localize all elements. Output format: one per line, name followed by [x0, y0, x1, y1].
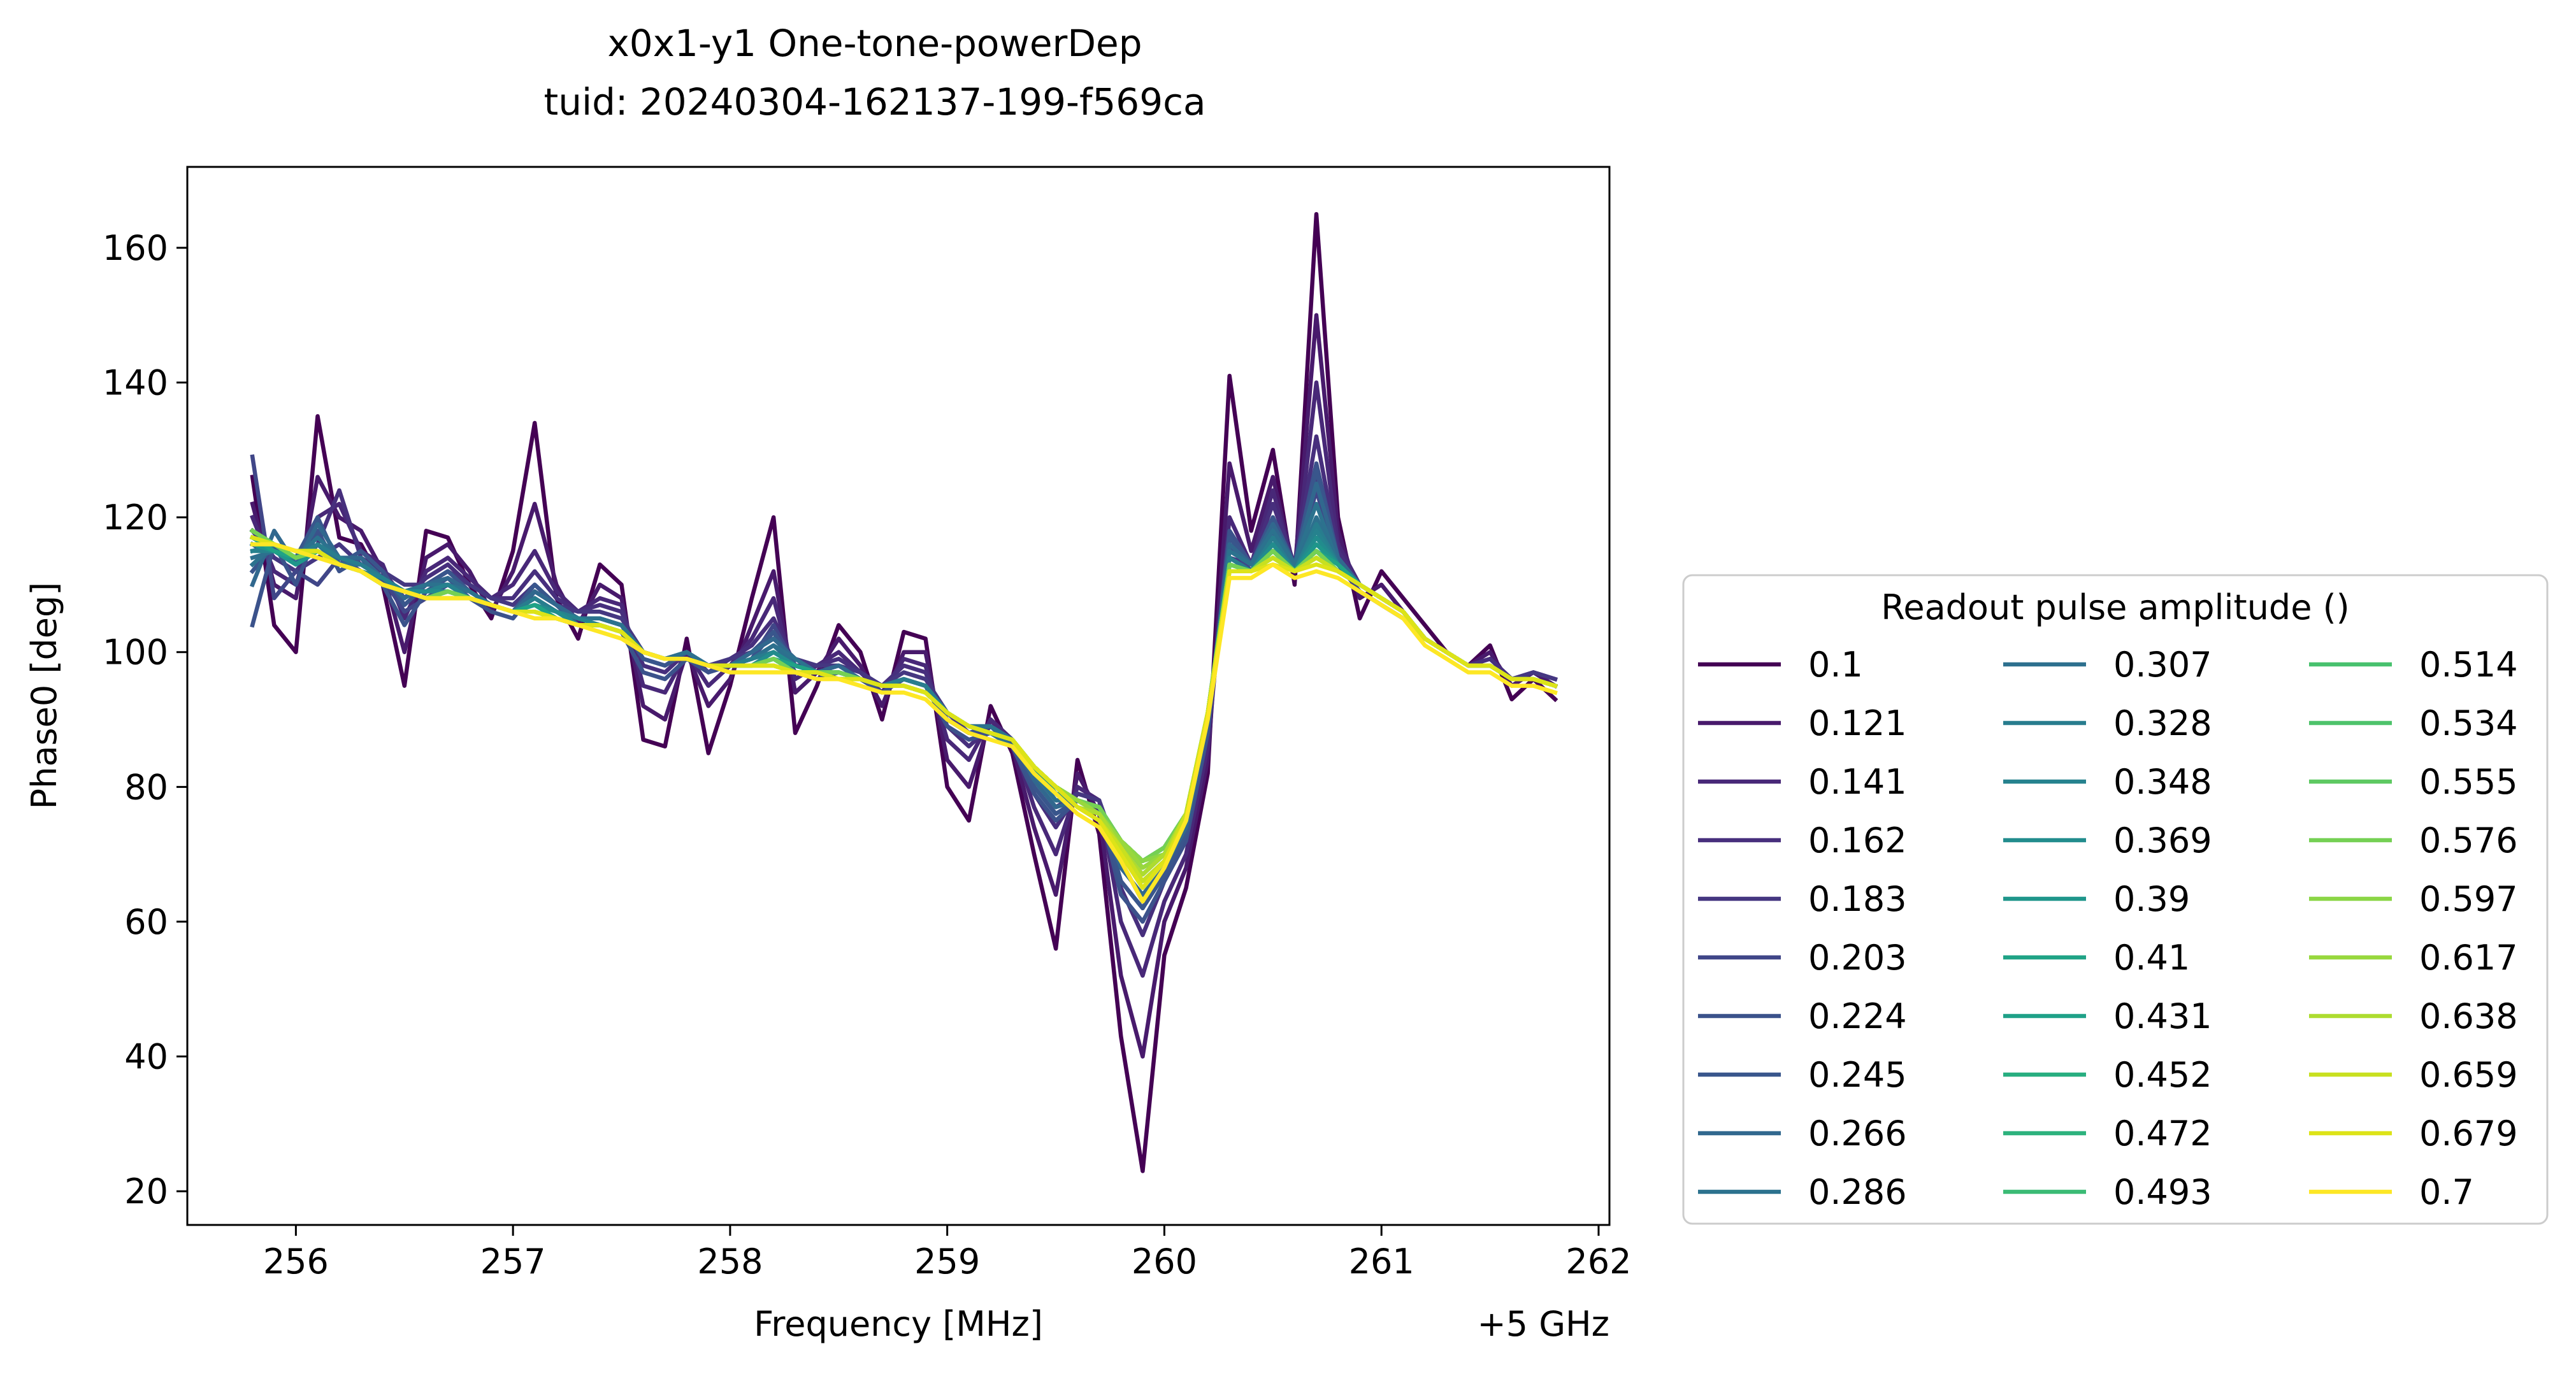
legend-label: 0.431 [2113, 996, 2212, 1036]
legend-entries: 0.1 0.121 0.141 0.162 0.183 0.203 0.224 0.245 0.… [1698, 645, 2518, 1212]
chart-title-line-1: x0x1-y1 One-tone-powerDep [607, 22, 1142, 65]
x-tick-label: 262 [1565, 1242, 1631, 1282]
legend-label: 0.266 [1808, 1113, 1907, 1154]
plot-area [249, 211, 1558, 1173]
legend-label: 0.224 [1808, 996, 1907, 1036]
legend-label: 0.597 [2419, 879, 2518, 919]
legend-label: 0.679 [2419, 1113, 2518, 1154]
legend-label: 0.555 [2419, 762, 2518, 802]
y-tick-label: 120 [103, 497, 168, 538]
legend-label: 0.328 [2113, 703, 2212, 743]
legend-label: 0.369 [2113, 820, 2212, 861]
legend-label: 0.183 [1808, 879, 1907, 919]
legend-title: Readout pulse amplitude () [1881, 587, 2350, 627]
x-tick-label: 259 [914, 1242, 980, 1282]
legend-label: 0.348 [2113, 762, 2212, 802]
legend-label: 0.41 [2113, 938, 2190, 978]
y-axis-label: Phase0 [deg] [24, 582, 64, 810]
x-tick-label: 260 [1132, 1242, 1197, 1282]
x-axis: 256 257 258 259 260 261 262 [263, 1225, 1632, 1282]
legend-label: 0.452 [2113, 1055, 2212, 1095]
legend-frame [1682, 574, 2549, 1225]
x-tick-label: 261 [1349, 1242, 1414, 1282]
legend-label: 0.39 [2113, 879, 2190, 919]
legend-label: 0.141 [1808, 762, 1907, 802]
y-tick-label: 100 [103, 633, 168, 673]
legend-label: 0.638 [2419, 996, 2518, 1036]
x-axis-offset-label: +5 GHz [1477, 1304, 1609, 1344]
y-axis: 20 40 60 80 100 120 140 160 [103, 228, 187, 1212]
y-tick-label: 80 [124, 767, 168, 807]
legend-label: 0.307 [2113, 645, 2212, 685]
legend-label: 0.245 [1808, 1055, 1907, 1095]
y-tick-label: 40 [124, 1037, 168, 1077]
x-tick-label: 258 [697, 1242, 763, 1282]
y-tick-label: 140 [103, 363, 168, 403]
legend-label: 0.162 [1808, 820, 1907, 861]
y-tick-label: 160 [103, 228, 168, 268]
legend-label: 0.1 [1808, 645, 1863, 685]
x-tick-label: 256 [263, 1242, 329, 1282]
legend-label: 0.617 [2419, 938, 2518, 978]
legend-label: 0.286 [1808, 1172, 1907, 1212]
plot-frame [186, 166, 1611, 1226]
x-axis-label: Frequency [MHz] [754, 1304, 1043, 1344]
series-line-0.7 [250, 542, 1558, 904]
legend-label: 0.7 [2419, 1172, 2474, 1212]
y-tick-label: 20 [124, 1171, 168, 1212]
y-tick-label: 60 [124, 902, 168, 942]
legend: Readout pulse amplitude () 0.1 0.121 0.141… [1682, 574, 2549, 1225]
legend-label: 0.534 [2419, 703, 2518, 743]
legend-label: 0.659 [2419, 1055, 2518, 1095]
series-lines [249, 211, 1558, 1173]
legend-label: 0.514 [2419, 645, 2518, 685]
legend-label: 0.493 [2113, 1172, 2212, 1212]
legend-label: 0.576 [2419, 820, 2518, 861]
legend-label: 0.203 [1808, 938, 1907, 978]
legend-label: 0.121 [1808, 703, 1907, 743]
legend-label: 0.472 [2113, 1113, 2212, 1154]
chart-title-line-2: tuid: 20240304-162137-199-f569ca [543, 80, 1205, 124]
x-tick-label: 257 [480, 1242, 546, 1282]
